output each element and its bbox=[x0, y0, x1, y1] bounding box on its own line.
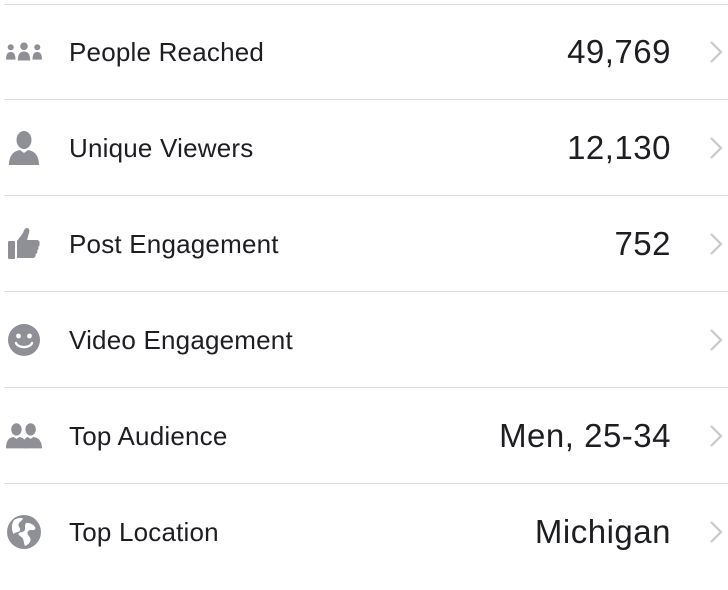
stat-label: Top Location bbox=[69, 516, 219, 547]
chevron-right-icon bbox=[708, 40, 724, 64]
people-group-icon bbox=[6, 34, 42, 70]
stat-value: 49,769 bbox=[567, 33, 671, 70]
chevron-right-icon bbox=[708, 328, 724, 352]
stat-value: Michigan bbox=[534, 513, 671, 550]
stat-label: Unique Viewers bbox=[69, 132, 254, 163]
stat-value: 12,130 bbox=[567, 129, 671, 166]
globe-icon bbox=[6, 514, 42, 550]
chevron-right-icon bbox=[708, 424, 724, 448]
stat-value: 752 bbox=[614, 225, 671, 262]
stat-row-unique-viewers[interactable]: Unique Viewers 12,130 bbox=[0, 100, 728, 196]
chevron-right-icon bbox=[708, 232, 724, 256]
thumbs-up-icon bbox=[6, 226, 42, 262]
stat-row-post-engagement[interactable]: Post Engagement 752 bbox=[0, 196, 728, 292]
stat-row-video-engagement[interactable]: Video Engagement bbox=[0, 292, 728, 388]
chevron-right-icon bbox=[708, 520, 724, 544]
stat-label: Post Engagement bbox=[69, 228, 279, 259]
top-divider bbox=[4, 4, 728, 5]
stat-label: Video Engagement bbox=[69, 324, 293, 355]
person-icon bbox=[6, 130, 42, 166]
stat-row-top-audience[interactable]: Top Audience Men, 25-34 bbox=[0, 388, 728, 484]
stat-label: Top Audience bbox=[69, 420, 228, 451]
stat-row-people-reached[interactable]: People Reached 49,769 bbox=[0, 4, 728, 100]
smiley-face-icon bbox=[6, 322, 42, 358]
stat-row-top-location[interactable]: Top Location Michigan bbox=[0, 484, 728, 580]
stat-label: People Reached bbox=[69, 36, 265, 67]
stat-value: Men, 25-34 bbox=[499, 417, 671, 454]
chevron-right-icon bbox=[708, 136, 724, 160]
stats-list: People Reached 49,769 Unique Viewers 12,… bbox=[0, 4, 728, 580]
two-people-icon bbox=[6, 418, 42, 454]
